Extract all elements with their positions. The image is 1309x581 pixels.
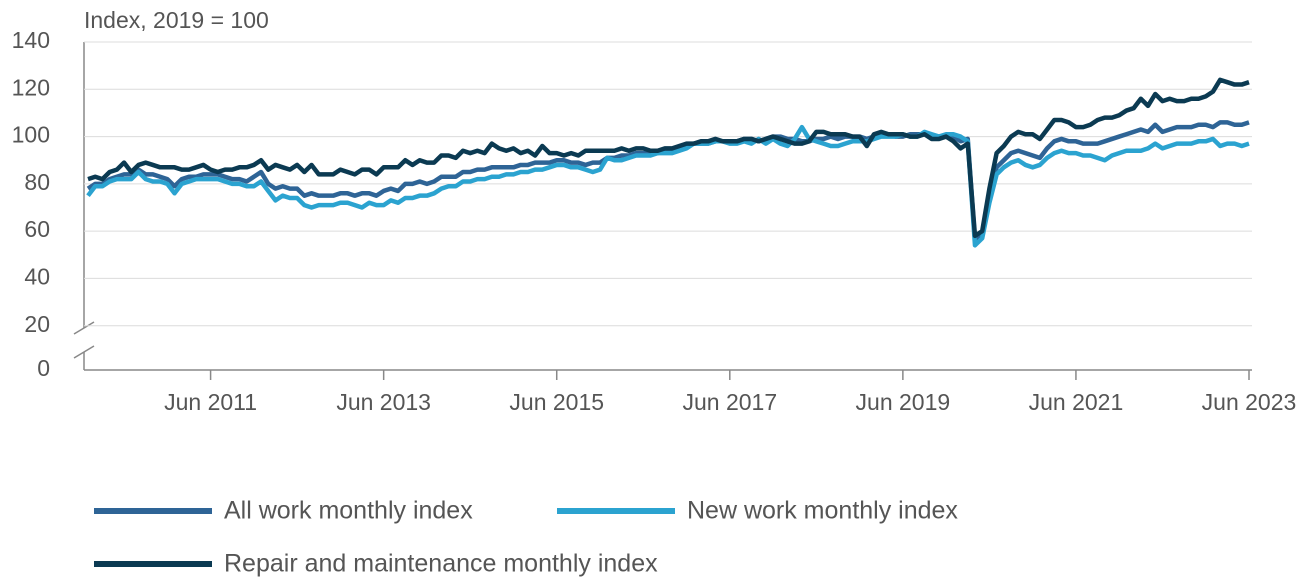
x-tick-label: Jun 2017 xyxy=(682,389,777,415)
y-axis-label: Index, 2019 = 100 xyxy=(84,7,269,33)
y-tick-label: 100 xyxy=(12,122,50,148)
x-tick-label: Jun 2015 xyxy=(509,389,604,415)
legend-label: All work monthly index xyxy=(224,497,473,525)
x-tick-label: Jun 2019 xyxy=(856,389,951,415)
y-tick-label: 140 xyxy=(12,27,50,53)
x-tick-label: Jun 2021 xyxy=(1029,389,1124,415)
x-tick-label: Jun 2011 xyxy=(164,389,257,415)
y-tick-label: 40 xyxy=(24,264,50,290)
y-tick-label: 80 xyxy=(24,169,50,195)
series-line xyxy=(87,77,1250,239)
axis-break xyxy=(73,321,95,335)
series-line xyxy=(86,120,1250,243)
y-tick-label: 120 xyxy=(12,74,50,100)
y-tick-label: 20 xyxy=(24,311,50,337)
x-tick-label: Jun 2013 xyxy=(336,389,431,415)
legend-label: New work monthly index xyxy=(687,497,958,525)
y-tick-label: 0 xyxy=(37,355,50,381)
y-tick-label: 60 xyxy=(24,216,50,242)
series-line xyxy=(86,124,1250,248)
axis-break xyxy=(73,345,95,359)
legend-label: Repair and maintenance monthly index xyxy=(224,550,658,578)
x-tick-label: Jun 2023 xyxy=(1202,389,1297,415)
